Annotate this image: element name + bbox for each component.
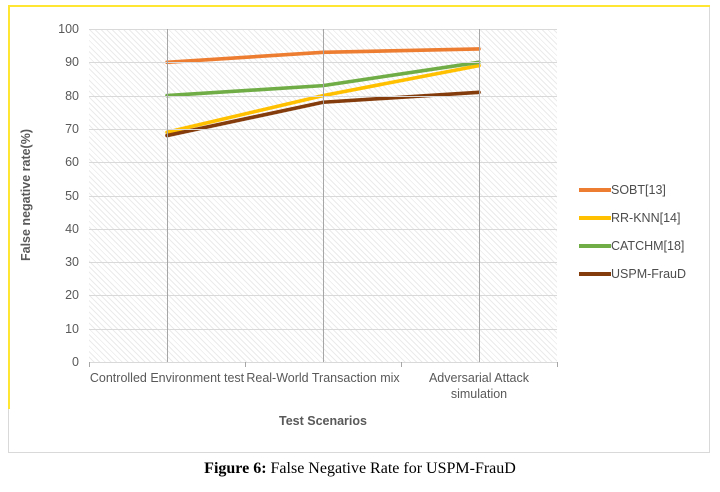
y-axis-tick-label: 30 [65,255,79,270]
legend-swatch [579,188,611,192]
y-axis-tick-label: 20 [65,288,79,303]
figure-caption-label: Figure 6: [204,460,267,477]
legend-item: RR-KNN[14] [579,204,686,232]
x-axis-category-label: Real-World Transaction mix [246,371,400,385]
highlight-border-left [8,5,10,409]
figure-caption: Figure 6: False Negative Rate for USPM-F… [0,460,720,478]
x-axis-category-label: Adversarial Attack simulation [428,371,530,401]
x-axis-title: Test Scenarios [278,414,367,428]
legend-item: CATCHM[18] [579,232,686,260]
y-axis-tick-label: 50 [65,188,79,203]
y-axis-tick-label: 10 [65,321,79,336]
legend-item: SOBT[13] [579,176,686,204]
y-axis-tick-label: 100 [58,22,79,36]
y-axis-tick-label: 70 [65,121,79,136]
y-axis-tick-label: 60 [65,155,79,170]
legend-label: CATCHM[18] [611,239,685,253]
plot-area [89,29,558,367]
legend-swatch [579,272,611,276]
x-axis-tick-mark [401,362,402,367]
vertical-gridline [167,29,168,362]
vertical-gridline [323,29,324,362]
chart-legend: SOBT[13] RR-KNN[14] CATCHM[18] USPM-FrauD [579,176,686,288]
legend-swatch [579,244,611,248]
figure-caption-text: False Negative Rate for USPM-FrauD [270,460,516,477]
legend-label: RR-KNN[14] [611,211,681,225]
x-axis-category-label: Controlled Environment test [89,371,245,385]
legend-swatch [579,216,611,220]
legend-item: USPM-FrauD [579,260,686,288]
legend-label: USPM-FrauD [611,267,687,281]
chart-frame: False negative rate(%) 0 10 20 30 40 50 60 70 80… [8,5,710,453]
y-axis-tick-label: 40 [65,221,79,236]
y-axis-tick-label: 80 [65,88,79,103]
y-axis-tick-label: 0 [72,355,79,369]
highlight-border-top [8,5,710,7]
legend-label: SOBT[13] [611,183,666,197]
x-axis-tick-mark [245,362,246,367]
x-axis-tick-mark [557,362,558,367]
y-axis-tick-label: 90 [65,55,79,70]
x-axis-tick-mark [89,362,90,367]
vertical-gridline [479,29,480,362]
horizontal-gridline [89,362,557,363]
